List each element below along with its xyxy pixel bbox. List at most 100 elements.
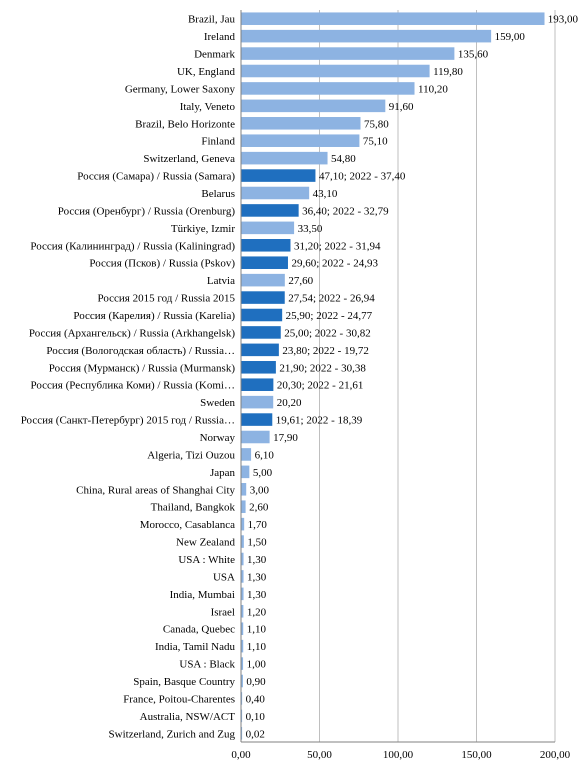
category-label: UK, England [177, 66, 236, 78]
category-label: Latvia [207, 275, 235, 287]
category-label: Belarus [201, 188, 235, 200]
bar [241, 605, 244, 618]
bar [241, 674, 243, 688]
x-tick-label: 100,00 [383, 749, 414, 761]
bar [241, 47, 455, 60]
bar [241, 151, 328, 165]
bar [241, 709, 243, 723]
data-label: 3,00 [250, 484, 270, 496]
bar [241, 727, 243, 740]
category-label: Россия (Калининград) / Russia (Kaliningr… [30, 240, 235, 252]
bar [241, 169, 316, 182]
data-label: 20,20 [277, 397, 302, 409]
data-label: 75,10 [363, 136, 388, 148]
category-label: New Zealand [176, 537, 235, 549]
x-tick-label: 0,00 [231, 749, 251, 761]
data-label: 1,10 [247, 624, 267, 636]
gridlines [240, 10, 556, 742]
x-tick-label: 150,00 [461, 749, 492, 761]
bar [241, 273, 285, 287]
category-label: Italy, Veneto [180, 101, 236, 113]
value-labels: 193,00 159,00 135,60 119,80 110,20 91,6075,80… [246, 14, 579, 741]
category-label: Switzerland, Zurich and Zug [109, 728, 236, 740]
bar [241, 99, 386, 113]
category-label: China, Rural areas of Shanghai City [76, 484, 235, 496]
bar [241, 430, 270, 444]
category-label: Morocco, Casablanca [140, 519, 235, 531]
bar [241, 570, 244, 583]
bar [241, 535, 244, 548]
data-label: 29,60; 2022 - 24,93 [291, 258, 378, 270]
bar [241, 622, 244, 635]
data-label: 17,90 [273, 432, 298, 444]
data-label: 43,10 [313, 188, 338, 200]
data-label: 21,90; 2022 - 30,38 [279, 362, 366, 374]
bar [241, 221, 295, 235]
bars [241, 12, 545, 740]
category-label: Algeria, Tizi Ouzou [147, 449, 235, 461]
category-label: Finland [201, 136, 235, 148]
data-label: 6,10 [255, 449, 275, 461]
data-label: 135,60 [458, 49, 489, 61]
bar [241, 117, 361, 130]
category-label: Россия (Самара) / Russia (Samara) [77, 171, 235, 183]
data-label: 75,80 [364, 118, 389, 130]
bar [241, 465, 250, 479]
data-label: 27,54; 2022 - 26,94 [288, 293, 375, 305]
category-label: Россия (Санкт-Петербург) 2015 год / Russ… [21, 415, 235, 427]
category-label: Россия (Мурманск) / Russia (Murmansk) [49, 362, 236, 374]
bar [241, 256, 288, 269]
category-label: Norway [200, 432, 236, 444]
category-label: Россия (Вологодская область) / Russia… [46, 345, 235, 357]
bar [241, 483, 247, 496]
bar [241, 692, 243, 705]
category-label: USA [213, 571, 235, 583]
category-label: Australia, NSW/ACT [140, 711, 236, 723]
data-label: 36,40; 2022 - 32,79 [302, 205, 389, 217]
bar [241, 308, 283, 322]
category-label: Россия (Псков) / Russia (Pskov) [89, 258, 235, 270]
category-label: Japan [210, 467, 236, 479]
category-label: Brazil, Jau [188, 14, 236, 26]
data-label: 0,10 [246, 711, 266, 723]
bar [241, 64, 430, 78]
bar [241, 326, 281, 339]
data-label: 2,60 [249, 502, 269, 514]
x-axis: 0,00 50,00 100,00 150,00 200,00 [231, 741, 571, 761]
x-tick-label: 200,00 [540, 749, 571, 761]
data-label: 110,20 [418, 83, 448, 95]
bar [241, 378, 274, 391]
category-label: Spain, Basque Country [133, 676, 235, 688]
bar [241, 657, 244, 670]
data-label: 25,90; 2022 - 24,77 [286, 310, 373, 322]
data-label: 1,10 [247, 641, 267, 653]
data-label: 1,30 [247, 589, 267, 601]
bar [241, 239, 291, 252]
bar [241, 134, 360, 147]
category-label: India, Mumbai [170, 589, 235, 601]
data-label: 159,00 [495, 31, 526, 43]
data-label: 0,40 [246, 693, 266, 705]
bar [241, 29, 492, 43]
data-label: 27,60 [288, 275, 313, 287]
data-label: 54,80 [331, 153, 356, 165]
bar [241, 639, 244, 653]
category-label: Switzerland, Geneva [143, 153, 235, 165]
bar [241, 413, 273, 426]
data-label: 0,90 [246, 676, 266, 688]
category-labels: Brazil, Jau Ireland Denmark UK, England Germ… [21, 14, 236, 741]
bar [241, 395, 274, 409]
bar [241, 82, 415, 95]
category-label: Ireland [204, 31, 236, 43]
bar [241, 186, 310, 200]
category-label: Germany, Lower Saxony [125, 83, 236, 95]
data-label: 1,20 [247, 606, 267, 618]
category-label: Россия 2015 год / Russia 2015 [98, 293, 236, 305]
data-label: 1,50 [247, 537, 267, 549]
category-label: Israel [211, 606, 235, 618]
bar [241, 291, 285, 304]
data-label: 20,30; 2022 - 21,61 [277, 380, 363, 392]
data-label: 5,00 [253, 467, 273, 479]
data-label: 23,80; 2022 - 19,72 [282, 345, 368, 357]
category-label: Brazil, Belo Horizonte [135, 118, 235, 130]
